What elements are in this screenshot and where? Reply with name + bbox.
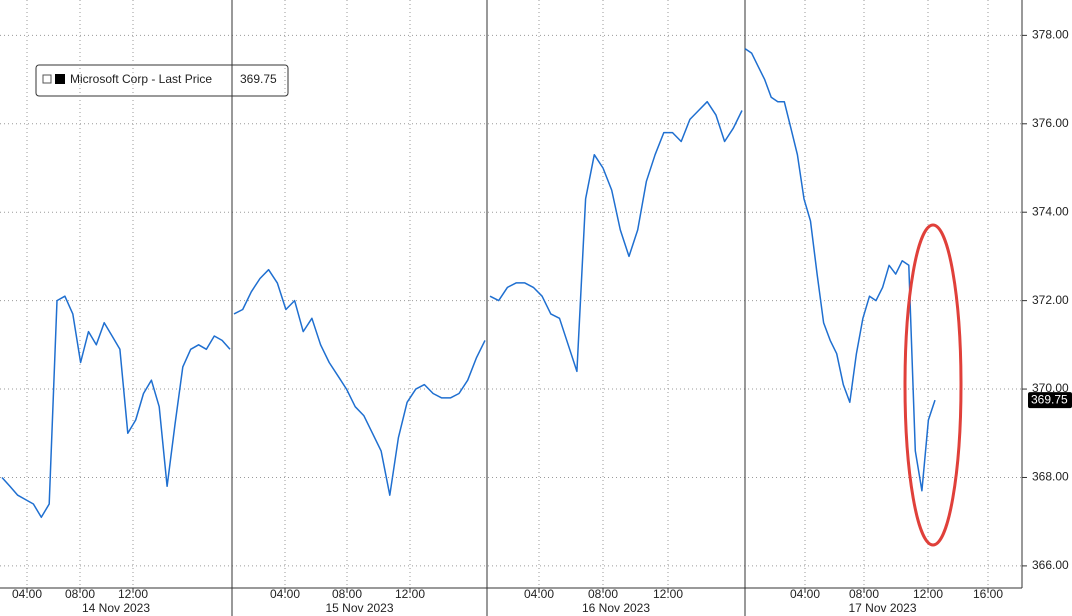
x-tick-label: 12:00 — [913, 587, 943, 601]
y-tick-label: 370.00 — [1032, 381, 1069, 395]
legend-value: 369.75 — [240, 72, 277, 86]
x-tick-label: 08:00 — [588, 587, 618, 601]
legend-swatch — [55, 74, 65, 84]
x-tick-label: 04:00 — [270, 587, 300, 601]
highlight-ellipse — [903, 223, 963, 547]
y-tick-label: 374.00 — [1032, 204, 1069, 218]
price-line — [233, 268, 486, 496]
x-tick-label: 04:00 — [524, 587, 554, 601]
x-tick-label: 12:00 — [118, 587, 148, 601]
x-tick-label: 12:00 — [653, 587, 683, 601]
day-label: 17 Nov 2023 — [848, 601, 916, 615]
day-label: 14 Nov 2023 — [82, 601, 150, 615]
price-line — [1, 295, 231, 519]
y-tick-label: 368.00 — [1032, 470, 1069, 484]
price-line — [489, 100, 743, 373]
price-line — [744, 47, 936, 492]
y-tick-label: 378.00 — [1032, 28, 1069, 42]
x-tick-label: 04:00 — [790, 587, 820, 601]
x-tick-label: 12:00 — [395, 587, 425, 601]
legend-icon — [42, 74, 52, 84]
x-tick-label: 08:00 — [849, 587, 879, 601]
last-price-box — [1028, 392, 1072, 409]
y-tick-label: 372.00 — [1032, 293, 1069, 307]
legend-label: Microsoft Corp - Last Price — [70, 72, 212, 86]
x-tick-label: 16:00 — [973, 587, 1003, 601]
day-label: 15 Nov 2023 — [325, 601, 393, 615]
last-price-label: 369.75 — [1031, 392, 1068, 406]
y-tick-label: 366.00 — [1032, 558, 1069, 572]
legend-box — [35, 64, 289, 97]
x-tick-label: 08:00 — [332, 587, 362, 601]
x-tick-label: 08:00 — [65, 587, 95, 601]
y-tick-label: 376.00 — [1032, 116, 1069, 130]
day-label: 16 Nov 2023 — [582, 601, 650, 615]
x-tick-label: 04:00 — [12, 587, 42, 601]
